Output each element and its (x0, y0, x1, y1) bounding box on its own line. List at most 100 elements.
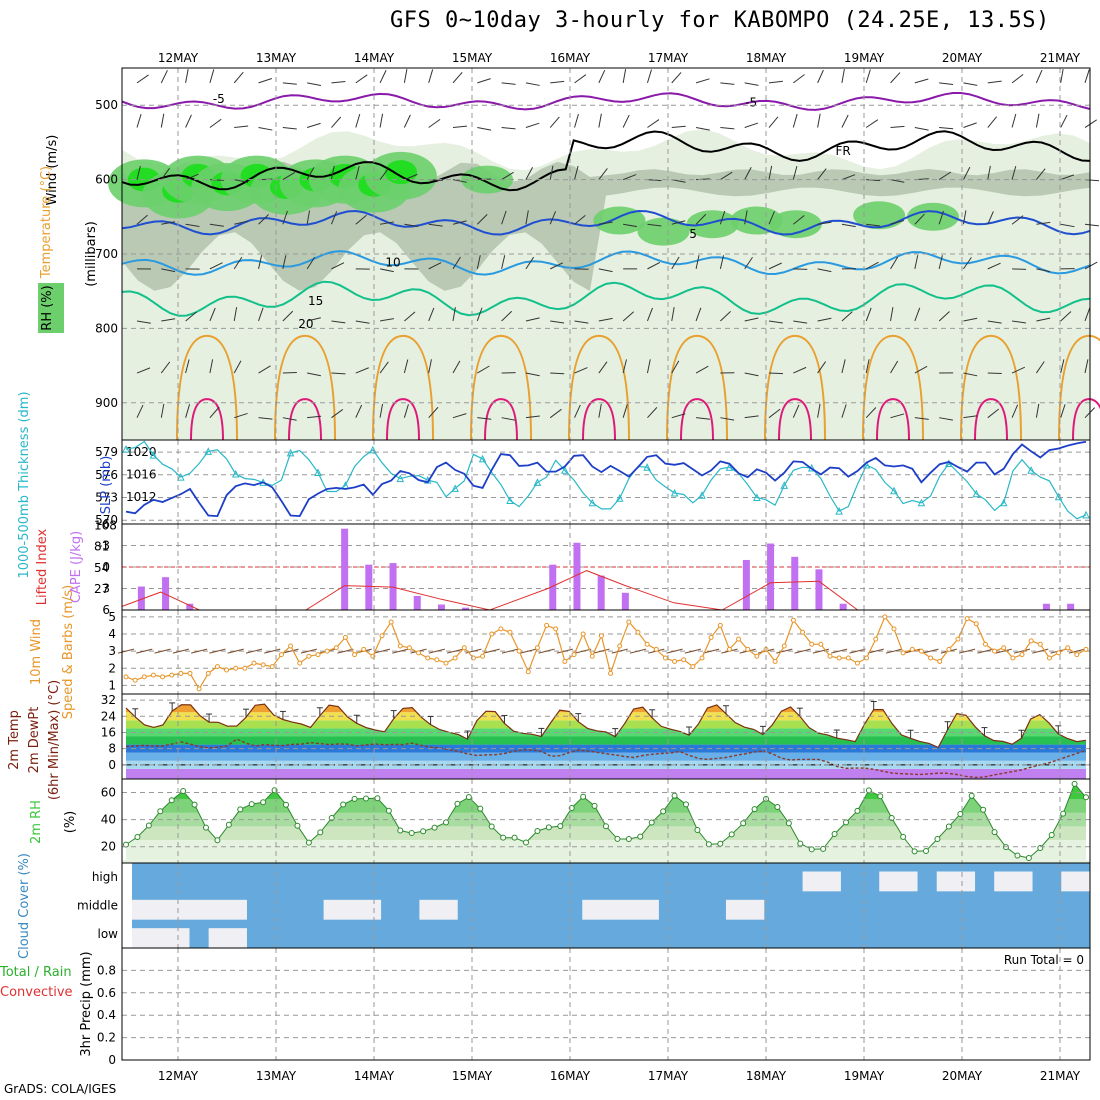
wind-barb (768, 165, 773, 180)
wind-barb-10m (885, 648, 903, 654)
wind-barb (136, 404, 144, 418)
rh-marker (420, 828, 427, 835)
wind-barb (404, 311, 416, 322)
wind-speed-marker (214, 664, 220, 670)
thickness-marker (506, 496, 514, 505)
wind-barb (452, 307, 456, 322)
cape-bar (341, 528, 349, 610)
wind-barb (574, 367, 588, 374)
rh-green-blob (593, 206, 646, 235)
wind10-legend-full: 10m Wind Speed & Barbs (m/s) (0, 0, 17, 1)
wind-speed-marker (123, 674, 129, 680)
rh-marker (385, 807, 392, 814)
wind-barb (476, 255, 481, 269)
isotherm-20 (666, 334, 728, 441)
wind-speed-marker (379, 633, 385, 639)
thickness-marker (478, 454, 487, 463)
top-day-label: 21MAY (1040, 51, 1081, 65)
wind-speed-marker (160, 674, 166, 680)
slp-tick: 1012 (126, 490, 157, 504)
wind-barb (282, 371, 297, 374)
wind-speed-marker (918, 648, 924, 654)
panel-frame (121, 947, 1091, 1061)
wind-barb (428, 359, 432, 374)
wind-barb (719, 210, 726, 225)
thickness-tick: 576 (95, 468, 118, 482)
wind-barb (209, 69, 215, 84)
rh-marker (923, 847, 929, 854)
wind-speed-marker (1065, 645, 1071, 651)
wind-barb-10m (959, 648, 976, 654)
wind-speed-marker (800, 629, 806, 635)
rh-marker (808, 846, 815, 853)
wind-barb (963, 317, 978, 322)
rh-marker (191, 801, 198, 808)
wind-barb (1012, 268, 1027, 270)
wind-barb (622, 311, 635, 322)
bottom-day-label: 19MAY (844, 1069, 885, 1083)
wind-barb (744, 415, 759, 419)
wind-barb (550, 320, 565, 324)
wind-barb (744, 166, 752, 180)
wind-barb (185, 223, 200, 227)
cloud-level-label: high (92, 870, 118, 884)
wind-barb (963, 122, 977, 128)
rh-band (126, 839, 1086, 861)
wind-barb (914, 417, 929, 420)
grads-credit: GrADS: COLA/IGES (4, 1082, 117, 1096)
rh-marker (294, 822, 301, 829)
wind-barb (1011, 73, 1024, 84)
rh-marker (1083, 794, 1089, 801)
wind-barb (549, 116, 560, 128)
cape-bar (389, 563, 397, 610)
wind-barb (574, 404, 581, 418)
cape-tick: 54 (94, 561, 109, 575)
wind-barb (233, 71, 244, 84)
top-day-label: 14MAY (354, 51, 395, 65)
wind-barb (1036, 221, 1051, 225)
thickness-marker (972, 489, 981, 498)
wind-barb (234, 412, 248, 419)
wind-barb (403, 359, 409, 374)
thickness-marker (780, 481, 789, 489)
wind-barb (258, 417, 273, 420)
isotherm-25 (484, 398, 518, 441)
wind-speed-marker (781, 643, 787, 649)
rh-marker (1071, 780, 1078, 787)
minmax-legend: (6hr Min/Max) (°C) (47, 680, 62, 800)
thickness-marker (204, 447, 213, 455)
isotherm-20 (372, 334, 434, 441)
wind-barb-10m (392, 648, 409, 654)
wind-barb-10m (172, 648, 189, 654)
run-total: Run Total = 0 (1004, 953, 1084, 967)
rh-marker (317, 829, 324, 836)
wind-speed-marker (406, 645, 412, 651)
temp-band (126, 744, 1086, 753)
wind-barb-10m (812, 648, 829, 654)
wind-barb (890, 125, 905, 129)
wind-speed-marker (726, 646, 732, 652)
wind-speed-marker (461, 645, 467, 651)
wind-speed-marker (598, 633, 604, 639)
wind-barb-10m (520, 648, 537, 654)
wind-speed-marker (1028, 638, 1034, 644)
wind-barb (817, 361, 827, 374)
thickness-marker (1082, 510, 1090, 519)
wind-barb (1060, 114, 1068, 128)
wind-speed-marker (169, 672, 175, 678)
rh-marker (660, 808, 667, 815)
cloud-level-label: middle (77, 899, 118, 913)
isotherm-25 (876, 398, 910, 441)
wind-barb (720, 417, 735, 421)
top-day-label: 15MAY (452, 51, 493, 65)
wind-barb (258, 307, 264, 322)
rh-marker (248, 801, 255, 808)
rh-marker (820, 845, 827, 852)
rh-marker (900, 833, 907, 840)
wind-barb-10m (593, 648, 610, 654)
wind-speed-marker (909, 646, 915, 652)
rh-green-blob (907, 202, 959, 231)
wind-barb (209, 262, 223, 270)
wind-barb (890, 220, 905, 225)
wind-barb (330, 165, 335, 180)
